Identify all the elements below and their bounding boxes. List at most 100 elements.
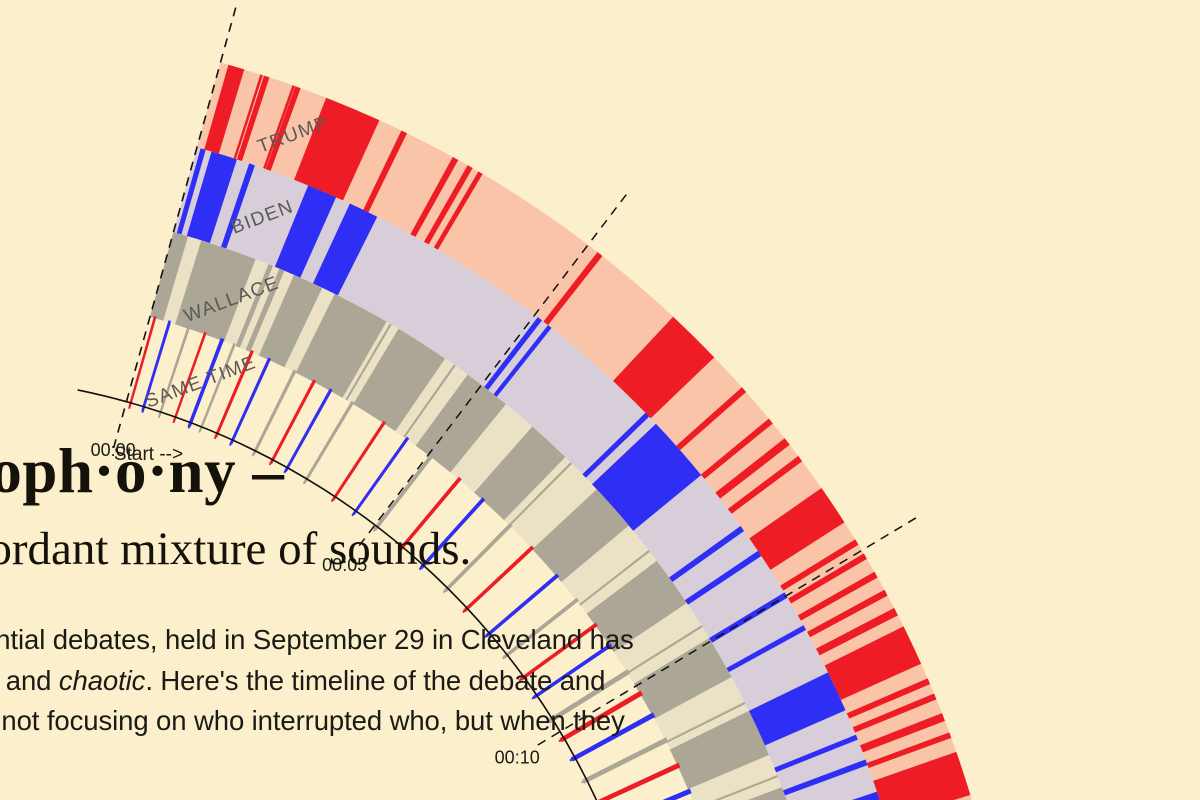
segment — [236, 75, 270, 161]
hairline — [788, 553, 866, 601]
hairline — [235, 264, 271, 347]
body-line-4: ime. — [0, 742, 820, 782]
segment — [415, 374, 506, 473]
hairline — [233, 74, 263, 159]
ring-base-same-time — [126, 316, 693, 800]
hairline — [676, 387, 744, 448]
hairline — [852, 693, 936, 730]
segment — [149, 232, 189, 321]
tick-label-0010: 00:10 — [495, 747, 540, 767]
hairline — [866, 732, 951, 766]
page-title: ca·coph·o·ny – — [0, 436, 285, 506]
body-line-3: ke. We're not focusing on who interrupte… — [0, 705, 625, 737]
hairline — [403, 364, 456, 438]
segment — [851, 791, 880, 800]
timeline-baseline-arc — [77, 389, 598, 800]
hairline — [774, 734, 857, 771]
same-time-spokes — [128, 316, 692, 800]
same-time-hairline — [251, 371, 295, 457]
hairline — [579, 549, 650, 606]
segment — [592, 423, 702, 531]
hairline — [860, 713, 944, 748]
same-time-hairline — [172, 333, 206, 424]
hairline — [728, 456, 800, 512]
same-time-hairline — [228, 359, 270, 446]
hairline — [493, 325, 551, 396]
hairline — [410, 156, 456, 236]
hairline — [700, 418, 771, 477]
segment — [274, 185, 337, 278]
hairline — [434, 171, 481, 249]
same-time-hairline — [302, 402, 353, 485]
hairline — [245, 268, 282, 351]
article-text-block: ca·coph·o·ny – a discordant mixture of s… — [0, 440, 820, 782]
hairline — [582, 413, 648, 477]
segment — [543, 252, 603, 326]
hairline — [177, 148, 204, 234]
segment — [186, 151, 237, 244]
segment — [204, 64, 245, 154]
same-time-hairline — [418, 499, 484, 571]
hairline — [798, 572, 876, 618]
start-label: Start --> — [114, 444, 183, 465]
hairline — [221, 163, 252, 248]
hairline — [263, 85, 295, 169]
segment — [715, 438, 790, 499]
gridline-00:05 — [358, 188, 632, 547]
tick-label-0005: 00:05 — [322, 555, 367, 575]
segment — [532, 489, 629, 583]
hairline — [508, 462, 573, 527]
segment — [824, 626, 922, 700]
axis-layer — [77, 4, 923, 800]
gridline-00:10 — [537, 513, 923, 746]
same-time-hairline — [157, 328, 190, 419]
ring-segments-trump — [204, 64, 971, 800]
tick-label-0000: 00:00 — [91, 440, 136, 460]
same-time-hairline — [484, 575, 558, 638]
hairline-group — [235, 264, 779, 800]
hairline — [345, 323, 392, 401]
segment — [586, 560, 687, 652]
hairline — [685, 551, 760, 603]
segment — [633, 638, 732, 719]
same-time-hairline — [198, 344, 236, 433]
same-time-hairline — [330, 422, 385, 503]
segment — [612, 316, 715, 419]
hairline-group — [233, 74, 951, 766]
same-time-hairline — [518, 624, 596, 682]
hairline — [665, 701, 746, 744]
segment — [175, 240, 256, 342]
hairline-group — [177, 148, 867, 793]
hairline — [846, 678, 929, 716]
hairline — [543, 252, 600, 324]
hairline — [780, 539, 857, 588]
same-time-hairline — [268, 381, 315, 466]
hairline — [715, 438, 787, 495]
definition-line: a discordant mixture of sounds. — [0, 523, 472, 575]
hairline — [726, 625, 805, 671]
same-time-hairline — [397, 478, 460, 553]
segment — [748, 672, 846, 746]
same-time-hairline — [283, 390, 331, 474]
same-time-hairline — [213, 351, 253, 440]
hairline — [424, 165, 471, 244]
gridline-start — [112, 4, 238, 449]
segment — [474, 426, 566, 521]
ring-base-biden — [173, 147, 880, 800]
same-time-hairline — [666, 790, 690, 800]
body-line-2-mid: and — [0, 664, 59, 696]
same-time-hairline — [580, 739, 666, 784]
same-time-hairline — [558, 692, 641, 743]
hairline — [363, 130, 404, 211]
same-time-hairline — [187, 340, 223, 429]
body-emphasis-chaotic: chaotic — [58, 664, 146, 696]
hairline — [626, 625, 703, 674]
same-time-hairline — [351, 438, 408, 517]
segment — [701, 419, 773, 480]
same-time-hairline — [141, 322, 171, 413]
body-line-1: 0 Presidential debates, held in Septembe… — [0, 624, 634, 656]
hairline — [783, 759, 867, 793]
segment — [265, 86, 301, 171]
